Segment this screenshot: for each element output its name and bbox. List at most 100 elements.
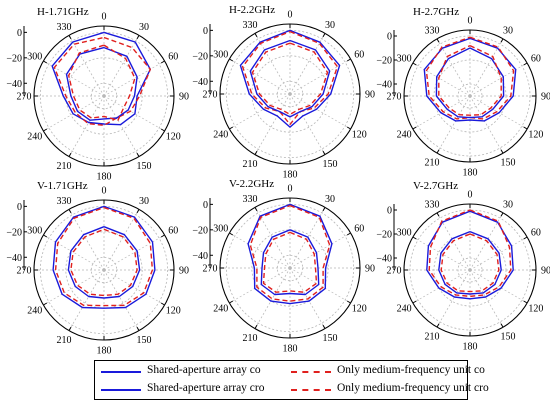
angle-tick-label: 90 — [179, 92, 189, 103]
radial-tick-label: −20 — [192, 225, 208, 236]
angle-tick-label: 60 — [168, 52, 178, 63]
angle-tick-label: 240 — [213, 304, 228, 315]
angle-tick-mark — [254, 150, 258, 155]
legend-swatch-medium-co — [291, 371, 331, 373]
angle-tick-label: 30 — [139, 196, 149, 207]
series-line-shared-aperture-array-cro — [67, 226, 141, 299]
angle-tick-label: 0 — [102, 186, 107, 197]
angle-tick-label: 120 — [166, 306, 181, 317]
series-line-shared-aperture-array-co — [239, 29, 341, 128]
grid-spoke — [436, 95, 471, 154]
angle-tick-mark — [229, 58, 234, 62]
angle-tick-label: 210 — [57, 161, 72, 172]
series-line-only-medium-frequency-unit-co — [241, 30, 339, 126]
angle-tick-mark — [500, 38, 504, 43]
angle-tick-label: 150 — [137, 335, 152, 346]
series-line-only-medium-frequency-unit-cro — [251, 42, 329, 116]
grid-spoke — [289, 58, 351, 95]
angle-tick-mark — [523, 236, 528, 240]
grid-spoke — [412, 62, 471, 97]
angle-tick-mark — [500, 212, 504, 217]
grid-spoke — [254, 267, 291, 329]
angle-tick-label: 330 — [57, 196, 72, 207]
angle-tick-label: 120 — [528, 130, 543, 141]
angle-tick-mark — [160, 128, 165, 132]
radial-tick-label: −20 — [376, 56, 392, 67]
radial-tick-label: 0 — [203, 26, 208, 37]
angle-tick-label: 210 — [243, 333, 258, 344]
radial-tick-label: −40 — [376, 254, 392, 265]
panel-title-h-2-7: H-2.7GHz — [413, 6, 460, 18]
angle-tick-mark — [346, 126, 351, 130]
legend-label-medium-cro: Only medium-frequency unit cro — [337, 382, 489, 394]
grid-circle — [39, 205, 169, 335]
angle-tick-mark — [412, 126, 417, 130]
angle-tick-mark — [412, 236, 417, 240]
series-line-shared-aperture-array-cro — [260, 229, 320, 296]
angle-tick-label: 180 — [97, 346, 112, 357]
angle-tick-label: 300 — [213, 50, 228, 61]
radial-tick-label: −40 — [192, 77, 208, 88]
angle-tick-label: 240 — [27, 132, 42, 143]
series-line-shared-aperture-array-co — [423, 37, 517, 122]
angle-tick-label: 60 — [531, 228, 541, 239]
angle-tick-label: 300 — [27, 52, 42, 63]
series-line-shared-aperture-array-cro — [438, 230, 502, 295]
angle-tick-mark — [136, 209, 140, 214]
angle-tick-label: 240 — [27, 306, 42, 317]
series-line-only-medium-frequency-unit-co — [428, 209, 512, 298]
angle-tick-mark — [500, 323, 504, 328]
grid-spoke — [289, 93, 326, 155]
grid-spoke — [469, 95, 504, 154]
angle-tick-label: 180 — [463, 342, 478, 353]
angle-tick-mark — [68, 209, 72, 214]
angle-tick-label: 90 — [179, 266, 189, 277]
angle-tick-mark — [43, 128, 48, 132]
angle-tick-label: 30 — [325, 20, 335, 31]
angle-tick-label: 120 — [166, 132, 181, 143]
radial-tick-label: −20 — [6, 53, 22, 64]
panel-title-v-2-7: V-2.7GHz — [413, 180, 459, 192]
angle-tick-label: 60 — [168, 226, 178, 237]
angle-tick-label: 150 — [501, 157, 516, 168]
angle-tick-label: 0 — [288, 10, 293, 21]
angle-tick-mark — [523, 300, 528, 304]
series-line-only-medium-frequency-unit-co — [54, 206, 154, 307]
angle-tick-mark — [436, 323, 440, 328]
legend-label-shared-cro: Shared-aperture array cro — [147, 382, 265, 394]
panel-title-v-2-2: V-2.2GHz — [229, 178, 275, 190]
angle-tick-label: 150 — [323, 159, 338, 170]
legend-swatch-shared-cro — [101, 389, 141, 391]
angle-tick-label: 0 — [468, 190, 473, 201]
angle-tick-mark — [322, 150, 326, 155]
angle-tick-label: 30 — [503, 200, 513, 211]
grid-spoke — [229, 232, 291, 269]
grid-circle — [65, 231, 143, 309]
angle-tick-mark — [136, 326, 140, 331]
angle-tick-mark — [523, 62, 528, 66]
angle-tick-label: 150 — [323, 333, 338, 344]
angle-tick-label: 330 — [243, 194, 258, 205]
angle-tick-label: 90 — [541, 92, 550, 103]
radial-tick-label: 0 — [17, 28, 22, 39]
angle-tick-mark — [43, 60, 48, 64]
angle-tick-label: 0 — [102, 12, 107, 23]
grid-spoke — [436, 269, 471, 328]
angle-tick-mark — [68, 35, 72, 40]
angle-tick-mark — [500, 149, 504, 154]
angle-tick-label: 30 — [325, 194, 335, 205]
grid-circle — [225, 29, 355, 159]
angle-tick-label: 120 — [352, 130, 367, 141]
legend-swatch-medium-cro — [291, 389, 331, 391]
radial-tick-label: 0 — [17, 202, 22, 213]
angle-tick-label: 60 — [354, 224, 364, 235]
angle-tick-mark — [436, 38, 440, 43]
angle-tick-mark — [254, 324, 258, 329]
angle-tick-label: 120 — [352, 304, 367, 315]
angle-tick-label: 210 — [57, 335, 72, 346]
angle-tick-label: 270 — [17, 92, 32, 103]
angle-tick-label: 90 — [365, 90, 375, 101]
angle-tick-label: 240 — [397, 304, 412, 315]
angle-tick-mark — [412, 62, 417, 66]
